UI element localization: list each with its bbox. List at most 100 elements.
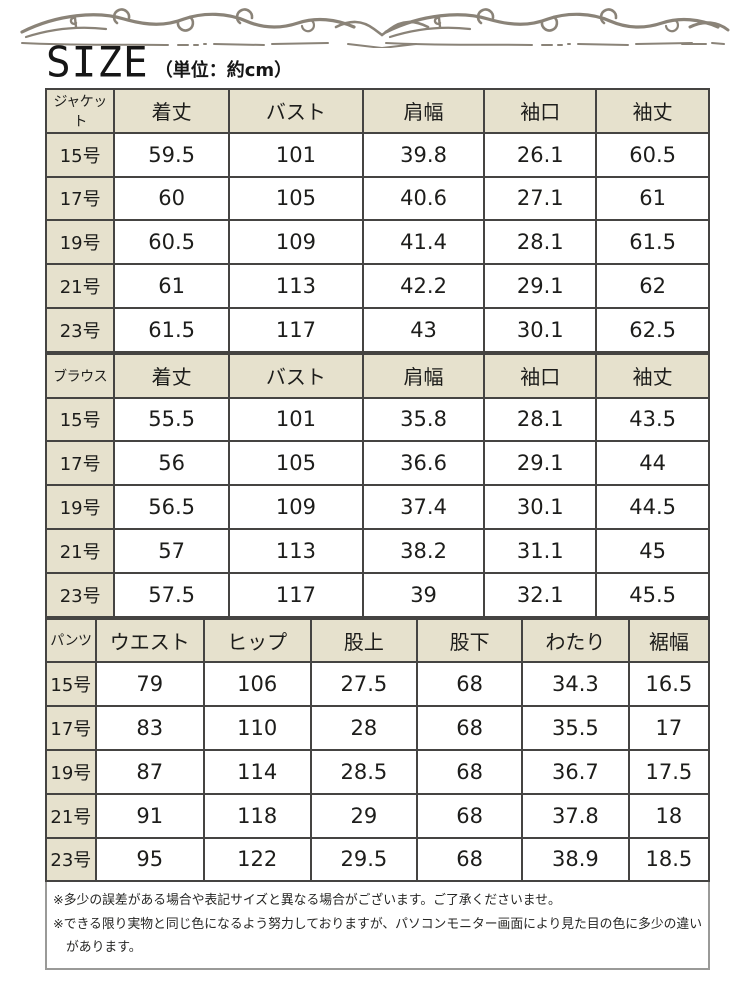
size-value-cell: 91 (94, 792, 205, 839)
header-row: ブラウス 着丈 バスト 肩幅 袖口 袖丈 (44, 352, 710, 399)
size-value-cell: 28.1 (483, 396, 598, 443)
column-header: 肩幅 (361, 352, 486, 399)
size-value-cell: 56 (113, 440, 230, 487)
table-row: 21号 57 113 38.2 31.1 45 (44, 527, 710, 574)
table-row: 23号 57.5 117 39 32.1 45.5 (44, 571, 710, 618)
column-header: ウエスト (94, 617, 205, 664)
column-header: わたり (521, 617, 630, 664)
size-value-cell: 43 (361, 306, 486, 353)
size-value-cell: 114 (202, 748, 312, 795)
size-value-cell: 27.1 (483, 175, 598, 222)
size-value-cell: 30.1 (483, 306, 598, 353)
size-value-cell: 57.5 (113, 571, 230, 618)
size-value-cell: 55.5 (113, 396, 230, 443)
size-value-cell: 26.1 (483, 131, 598, 178)
header-row: ジャケット 着丈 バスト 肩幅 袖口 袖丈 (44, 88, 710, 134)
size-value-cell: 106 (202, 661, 312, 708)
column-header: 裾幅 (627, 617, 711, 664)
size-value-cell: 38.2 (361, 527, 486, 574)
table-row: 15号 59.5 101 39.8 26.1 60.5 (44, 131, 710, 178)
size-value-cell: 113 (227, 263, 364, 309)
table-row: 15号 79 106 27.5 68 34.3 16.5 (45, 661, 711, 708)
column-header: 股上 (309, 617, 419, 664)
size-value-cell: 68 (416, 792, 523, 839)
size-value-cell: 39 (361, 571, 486, 618)
table-row: 15号 55.5 101 35.8 28.1 43.5 (44, 396, 710, 443)
size-value-cell: 39.8 (361, 131, 486, 178)
size-row-label: 19号 (45, 748, 97, 795)
size-value-cell: 17.5 (627, 748, 711, 795)
size-table-pants: パンツ ウエスト ヒップ 股上 股下 わたり 裾幅 15号 79 106 27.5 68 34.3 16.… (45, 617, 711, 883)
size-row-label: 15号 (44, 131, 116, 178)
note-line: ※できる限り実物と同じ色になるよう努力しておりますが、パソコンモニター画面により… (53, 916, 703, 932)
size-value-cell: 30.1 (483, 484, 598, 530)
size-value-cell: 29.5 (309, 836, 419, 883)
table-row: 17号 60 105 40.6 27.1 61 (44, 175, 710, 222)
table-title-pants: パンツ (45, 617, 97, 664)
table-row: 21号 61 113 42.2 29.1 62 (44, 263, 710, 309)
size-value-cell: 60.5 (113, 219, 230, 266)
table-row: 19号 87 114 28.5 68 36.7 17.5 (45, 748, 711, 795)
column-header: 袖口 (483, 88, 598, 134)
column-header: バスト (227, 352, 364, 399)
disclaimer-notes-box: ※多少の誤差がある場合や表記サイズと異なる場合がございます。ご了承くださいませ。… (45, 882, 710, 970)
size-value-cell: 45.5 (595, 571, 710, 618)
size-row-label: 17号 (45, 705, 97, 751)
size-value-cell: 44.5 (595, 484, 710, 530)
size-value-cell: 43.5 (595, 396, 710, 443)
size-value-cell: 118 (202, 792, 312, 839)
size-value-cell: 109 (227, 219, 364, 266)
note-line: ※多少の誤差がある場合や表記サイズと異なる場合がございます。ご了承くださいませ。 (53, 893, 561, 909)
size-value-cell: 68 (416, 748, 523, 795)
size-value-cell: 28.5 (309, 748, 419, 795)
size-value-cell: 101 (227, 131, 364, 178)
size-value-cell: 28.1 (483, 219, 598, 266)
size-value-cell: 113 (227, 527, 364, 574)
column-header: バスト (227, 88, 364, 134)
size-row-label: 21号 (45, 792, 97, 839)
column-header: 袖口 (483, 352, 598, 399)
table-title-blouse: ブラウス (44, 352, 116, 399)
size-value-cell: 16.5 (627, 661, 711, 708)
size-value-cell: 117 (227, 571, 364, 618)
size-row-label: 21号 (44, 527, 116, 574)
size-value-cell: 41.4 (361, 219, 486, 266)
column-header: 股下 (416, 617, 523, 664)
size-value-cell: 37.8 (521, 792, 630, 839)
column-header: ヒップ (202, 617, 312, 664)
size-value-cell: 57 (113, 527, 230, 574)
size-value-cell: 61.5 (595, 219, 710, 266)
page-title: SIZE （単位：約cm） (46, 37, 292, 87)
size-row-label: 17号 (44, 440, 116, 487)
size-value-cell: 117 (227, 306, 364, 353)
size-value-cell: 35.8 (361, 396, 486, 443)
size-row-label: 21号 (44, 263, 116, 309)
size-value-cell: 61 (595, 175, 710, 222)
size-value-cell: 36.6 (361, 440, 486, 487)
size-value-cell: 27.5 (309, 661, 419, 708)
column-header: 袖丈 (595, 88, 710, 134)
table-row: 19号 56.5 109 37.4 30.1 44.5 (44, 484, 710, 530)
header-row: パンツ ウエスト ヒップ 股上 股下 わたり 裾幅 (45, 617, 711, 664)
size-value-cell: 87 (94, 748, 205, 795)
size-table-jacket: ジャケット 着丈 バスト 肩幅 袖口 袖丈 15号 59.5 101 39.8 26.1 60.5 17… (44, 88, 710, 353)
size-value-cell: 56.5 (113, 484, 230, 530)
size-value-cell: 35.5 (521, 705, 630, 751)
size-value-cell: 40.6 (361, 175, 486, 222)
column-header: 着丈 (113, 352, 230, 399)
size-title-text: SIZE (46, 37, 149, 87)
size-row-label: 15号 (44, 396, 116, 443)
size-row-label: 19号 (44, 219, 116, 266)
table-row: 17号 83 110 28 68 35.5 17 (45, 705, 711, 751)
table-row: 23号 95 122 29.5 68 38.9 18.5 (45, 836, 711, 883)
size-value-cell: 101 (227, 396, 364, 443)
size-row-label: 15号 (45, 661, 97, 708)
size-row-label: 23号 (44, 306, 116, 353)
size-value-cell: 62 (595, 263, 710, 309)
size-value-cell: 45 (595, 527, 710, 574)
table-title-jacket: ジャケット (44, 88, 116, 134)
size-value-cell: 60 (113, 175, 230, 222)
table-row: 21号 91 118 29 68 37.8 18 (45, 792, 711, 839)
size-value-cell: 29 (309, 792, 419, 839)
size-value-cell: 105 (227, 440, 364, 487)
